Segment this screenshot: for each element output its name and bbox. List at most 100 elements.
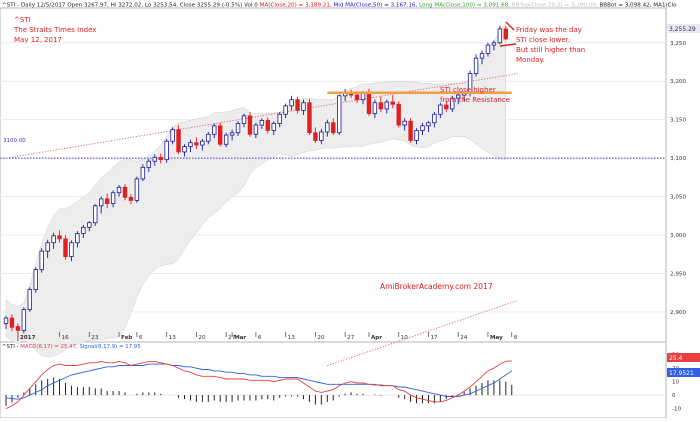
bull-candle [450,97,455,110]
bear-candle [444,104,449,110]
annotation-resistance-1: STI close higher [440,86,496,94]
price-axis: 2,900 2,950 3,000 3,050 3,100 3,150 3,200 3,250 [670,41,686,316]
bear-candle [176,129,181,153]
chart-date: May 12, 2017 [14,36,62,44]
price-tick-label: 3,100 [670,156,686,162]
bull-candle [360,93,366,101]
bear-candle [265,120,270,131]
date-tick-label: Mar [234,335,246,341]
bear-candle [331,122,336,134]
bull-candle [75,233,80,244]
macd-last-value: 25.4 [669,355,683,362]
bull-candle [432,113,437,124]
macd-panel-frame [0,341,667,419]
price-header: ^STI - Daily 12/5/2017 Open 3267.97, Hi … [2,3,677,9]
bull-candle [116,186,122,194]
macd-tick-label: 10 [672,380,680,386]
bull-candle [134,178,140,201]
bear-candle [128,196,134,201]
bull-candle [259,120,265,126]
header-prefix: ^STI - Daily 12/5/2017 Open 3267.97, Hi … [2,3,260,9]
price-tick-label: 2,950 [670,271,686,277]
bull-candle [241,115,247,124]
macd-tick-label: 0 [672,393,676,399]
macd-header-prefix: ^STI - [2,344,20,350]
bear-candle [217,125,223,145]
bull-candle [3,317,9,324]
bull-candle [146,160,151,168]
lower-trendline [327,299,518,367]
bollinger-band [5,22,507,358]
date-tick-label: 13 [169,335,177,341]
header-mid-ma: Mid MA(Close,50) = 3,167.16, [333,3,419,9]
chart-symbol: ^STI [14,16,31,24]
bull-candle [283,105,288,115]
chart-name: The Straits Times Index [13,26,96,34]
date-tick-label: 17 [430,335,438,341]
macd-header: ^STI - MACD(8,17) = 25.47, Signal(8,17,9… [2,344,141,350]
bear-candle [307,102,312,134]
bull-candle [235,123,241,134]
bull-candle [69,242,74,257]
bear-candle [354,94,360,101]
bull-candle [152,156,157,162]
date-tick-label: Feb [121,335,132,341]
bull-candle [301,102,306,111]
bull-candle [277,113,282,124]
bull-candle [479,53,485,59]
bull-candle [336,95,342,134]
bull-candle [51,235,56,244]
bull-candle [289,99,294,107]
bear-candle [366,93,372,114]
date-tick-label: 27 [228,335,236,341]
bull-candle [325,122,330,133]
bull-candle [473,57,479,74]
price-tick-label: 3,000 [670,233,686,239]
bull-candle [206,133,211,142]
bull-candle [182,146,187,153]
date-tick-label: 6 [258,335,262,341]
bull-candle [223,134,229,145]
price-tick-label: 2,900 [670,310,686,316]
bull-candle [455,94,461,99]
bull-candle [319,131,324,141]
bear-candle [63,238,68,257]
macd-header-signal: Signal(8,17,9) = 17.95 [79,344,140,350]
bull-candle [372,102,378,114]
trendlines [0,73,666,367]
header-ma20: MA(Close,20) = 3,189.21, [260,3,334,9]
date-tick-label: 23 [91,335,99,341]
signal-line [5,363,513,400]
annotation-arrow-top [505,21,515,31]
bear-candle [503,28,508,40]
date-tick-label: 8 [514,335,518,341]
bull-candle [212,125,217,135]
bull-candle [81,226,86,234]
bear-candle [57,235,62,240]
annotation-friday-1: Friday was the day [516,26,582,34]
header-bbands: BBTop(Close,20,2) = 3,280.00, [512,3,600,9]
bull-candle [164,140,169,161]
macd-tick-label: -10 [672,407,682,413]
bull-candle [27,289,32,311]
date-tick-label: 20 [198,335,206,341]
price-tick-label: 3,150 [670,118,686,124]
annotation-friday-2: STI close lower. [516,36,570,44]
macd-panel: -100102030 [0,353,682,413]
bull-candle [414,130,419,141]
date-tick-label: 13 [288,335,296,341]
date-tick-label: 10 [401,335,409,341]
bull-candle [491,42,497,46]
bull-candle [45,242,50,252]
bull-candle [39,250,44,271]
price-tick-label: 3,200 [670,79,686,85]
bull-candle [188,142,193,147]
date-tick-label: 16 [62,335,70,341]
bull-candle [170,129,175,142]
bear-candle [408,120,413,141]
bear-candle [194,142,199,146]
date-tick-label: May [490,335,503,341]
